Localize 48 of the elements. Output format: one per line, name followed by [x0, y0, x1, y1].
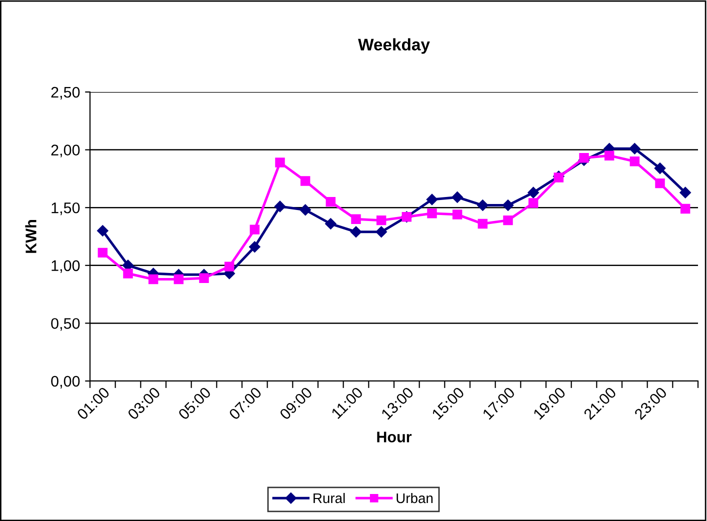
- point: [325, 218, 336, 230]
- y-tick-label: 0,00: [51, 376, 80, 388]
- point: [655, 178, 665, 188]
- point: [528, 198, 538, 208]
- y-axis-title: KWh: [25, 220, 36, 253]
- point: [579, 153, 589, 163]
- point: [680, 186, 691, 198]
- point: [300, 176, 310, 186]
- x-axis-title: Hour: [377, 432, 412, 442]
- point: [376, 215, 386, 226]
- point: [300, 204, 311, 216]
- y-tick-label: 0,50: [51, 318, 80, 331]
- point: [629, 143, 640, 154]
- point: [503, 215, 513, 226]
- point: [502, 200, 514, 211]
- point: [630, 156, 640, 166]
- point: [350, 226, 362, 238]
- point: [452, 210, 462, 220]
- point: [376, 226, 387, 238]
- point: [426, 194, 438, 206]
- point: [250, 224, 260, 234]
- point: [199, 273, 209, 283]
- legend-label: Rural: [314, 492, 345, 504]
- point: [351, 214, 361, 224]
- point: [275, 158, 285, 168]
- point: [249, 241, 260, 253]
- y-tick-label: 2,00: [51, 144, 80, 158]
- point: [174, 274, 184, 284]
- y-tick-label: 1,00: [52, 260, 80, 273]
- point: [452, 192, 463, 203]
- point: [98, 248, 108, 258]
- point: [528, 186, 539, 198]
- point: [97, 225, 108, 236]
- legend-label: Urban: [396, 492, 433, 504]
- point: [274, 200, 286, 212]
- point: [123, 268, 133, 278]
- point: [604, 150, 614, 160]
- point: [477, 200, 488, 211]
- point: [680, 204, 690, 214]
- point: [148, 274, 158, 284]
- point: [654, 162, 666, 174]
- chart-title: Weekday: [358, 38, 430, 54]
- y-tick-label: 2,50: [51, 86, 80, 100]
- point: [427, 208, 437, 218]
- point: [224, 262, 234, 272]
- point: [326, 196, 336, 207]
- point: [478, 218, 488, 229]
- y-tick-label: 1,50: [52, 202, 80, 216]
